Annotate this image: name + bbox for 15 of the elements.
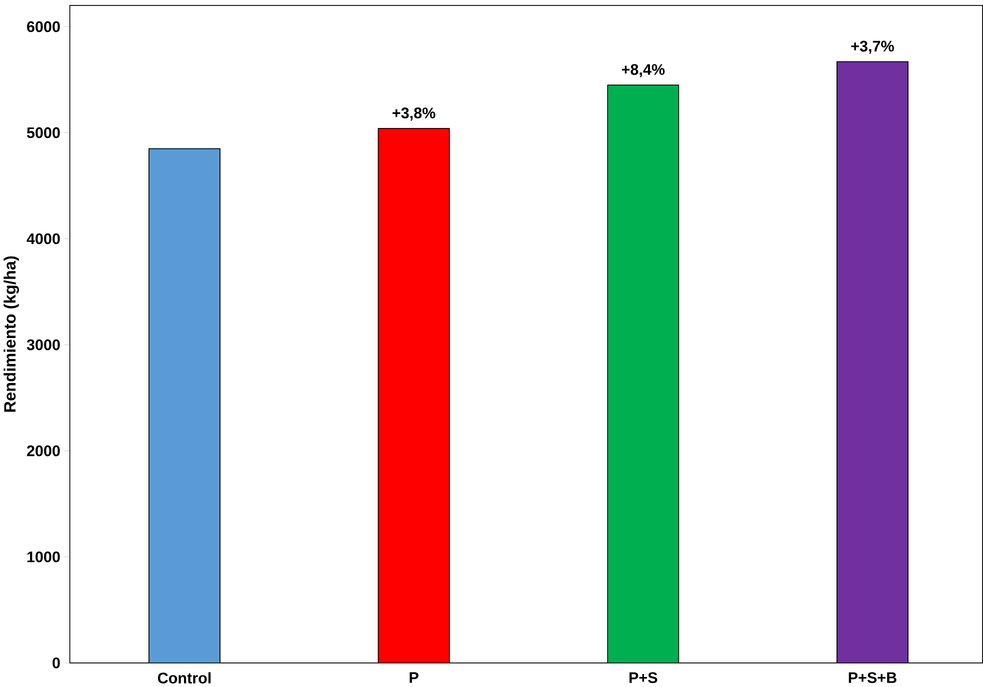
y-tick-label: 0	[52, 657, 60, 668]
x-tick-label: P+S	[630, 672, 658, 684]
y-tick-label: 5000	[26, 127, 60, 138]
y-tick-label: 6000	[27, 21, 60, 32]
y-tick-label: 1000	[27, 551, 60, 562]
y-tick-label: 3000	[26, 339, 60, 350]
y-axis-title: Rendimiento (kg/ha)	[4, 256, 19, 412]
x-tick-label: P+S+B	[848, 672, 896, 684]
x-tick-label: Control	[158, 672, 211, 684]
annotation: +3,8%	[392, 107, 436, 121]
y-tick-label: 2000	[27, 445, 60, 456]
y-tick-label: 4000	[26, 233, 60, 244]
annotation: +8,4%	[622, 64, 665, 78]
x-tick-label: P	[410, 672, 418, 683]
annotation: +3,7%	[851, 40, 894, 54]
